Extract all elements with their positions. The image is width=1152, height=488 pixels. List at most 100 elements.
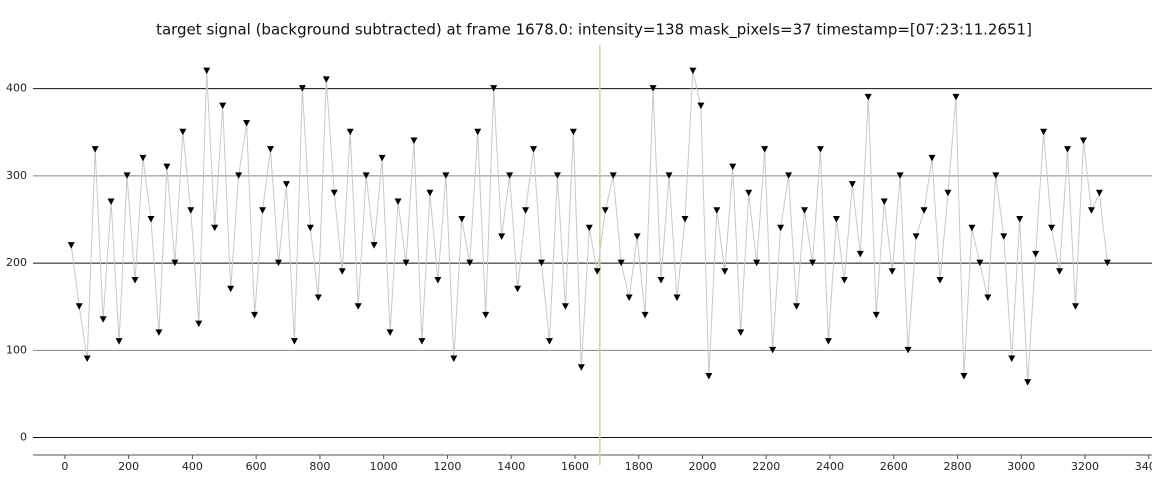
- x-tick-label: 2600: [880, 460, 908, 473]
- marker: [514, 285, 522, 293]
- marker: [522, 207, 530, 214]
- marker: [896, 172, 904, 179]
- marker: [593, 268, 601, 275]
- marker: [824, 338, 832, 345]
- marker: [920, 207, 928, 214]
- marker: [737, 329, 745, 336]
- marker: [195, 320, 203, 328]
- marker: [1024, 379, 1032, 386]
- marker: [67, 242, 75, 249]
- marker: [506, 172, 514, 179]
- x-tick-label: 1000: [370, 460, 398, 473]
- marker: [1040, 128, 1048, 136]
- marker: [378, 154, 386, 162]
- marker: [267, 146, 275, 153]
- y-tick-label: 400: [6, 82, 27, 95]
- marker: [99, 316, 107, 323]
- marker: [665, 172, 673, 179]
- marker: [259, 207, 267, 214]
- marker: [187, 207, 195, 214]
- marker: [482, 311, 490, 319]
- marker: [290, 338, 298, 345]
- marker: [394, 198, 402, 206]
- marker: [362, 172, 370, 179]
- marker: [155, 329, 163, 336]
- marker: [1000, 233, 1008, 240]
- marker: [410, 137, 418, 144]
- marker: [864, 93, 872, 101]
- marker: [139, 154, 147, 162]
- marker: [354, 303, 362, 310]
- marker: [761, 146, 769, 153]
- x-tick-label: 1400: [497, 460, 525, 473]
- marker: [641, 311, 649, 319]
- marker: [729, 163, 737, 171]
- marker: [219, 102, 227, 110]
- marker: [880, 198, 888, 206]
- marker: [211, 224, 219, 232]
- x-tick-label: 1600: [561, 460, 589, 473]
- marker: [450, 355, 458, 363]
- y-tick-label: 300: [6, 169, 27, 182]
- marker: [203, 67, 211, 75]
- marker: [458, 215, 466, 223]
- marker: [466, 259, 474, 267]
- x-tick-label: 3000: [1007, 460, 1035, 473]
- marker: [816, 146, 824, 153]
- marker: [601, 207, 609, 214]
- marker: [928, 154, 936, 162]
- marker: [107, 198, 115, 206]
- marker: [123, 172, 131, 179]
- marker: [1079, 137, 1087, 144]
- marker: [848, 181, 856, 188]
- marker: [960, 372, 968, 380]
- marker: [131, 277, 139, 284]
- marker: [179, 128, 187, 136]
- marker: [314, 294, 322, 301]
- x-tick-label: 3400: [1135, 460, 1152, 473]
- marker: [856, 250, 864, 258]
- marker: [115, 338, 123, 345]
- marker: [91, 146, 99, 153]
- marker: [1032, 250, 1040, 258]
- chart-title: target signal (background subtracted) at…: [156, 21, 1032, 40]
- marker: [434, 277, 442, 284]
- x-tick-label: 3200: [1071, 460, 1099, 473]
- marker: [808, 259, 816, 267]
- marker: [370, 242, 378, 249]
- marker: [442, 172, 450, 179]
- marker: [426, 189, 434, 197]
- marker: [952, 93, 960, 101]
- marker: [386, 329, 394, 336]
- marker: [338, 268, 346, 275]
- y-tick-label: 0: [20, 431, 27, 444]
- marker: [346, 128, 354, 136]
- marker: [1056, 268, 1064, 275]
- marker: [769, 346, 777, 354]
- marker: [617, 259, 625, 267]
- marker: [840, 277, 848, 284]
- marker: [832, 215, 840, 223]
- y-tick-label: 200: [6, 256, 27, 269]
- marker: [147, 215, 155, 223]
- marker: [1008, 355, 1016, 363]
- marker: [490, 85, 498, 92]
- marker: [577, 364, 585, 371]
- marker: [322, 76, 330, 83]
- marker: [537, 259, 545, 267]
- marker: [1095, 189, 1103, 197]
- marker: [306, 224, 314, 232]
- marker: [298, 85, 306, 92]
- marker: [976, 259, 984, 267]
- marker: [561, 303, 569, 310]
- marker: [1071, 303, 1079, 310]
- marker: [912, 233, 920, 240]
- marker: [171, 259, 179, 267]
- x-tick-label: 1800: [625, 460, 653, 473]
- x-tick-label: 2800: [944, 460, 972, 473]
- marker: [498, 233, 506, 240]
- marker: [745, 189, 753, 197]
- marker: [243, 120, 251, 127]
- x-tick-label: 200: [118, 460, 139, 473]
